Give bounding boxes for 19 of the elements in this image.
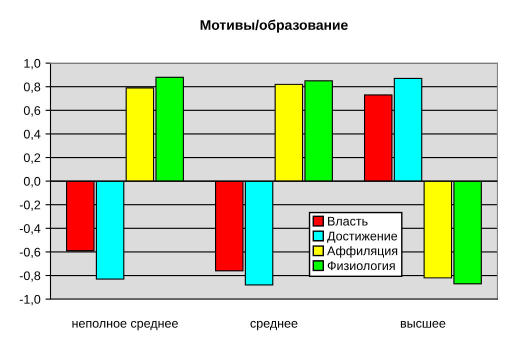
y-tick-label: -0,4 xyxy=(20,224,40,234)
chart-title: Мотивы/образование xyxy=(200,20,348,33)
legend-label: Достижение xyxy=(327,232,398,243)
legend-label: Аффиляция xyxy=(327,246,398,258)
y-tick-label: -1,0 xyxy=(20,294,40,306)
x-tick-label: высшее xyxy=(400,320,446,328)
y-tick-label: 0,6 xyxy=(24,106,40,116)
y-tick-label: -0,2 xyxy=(20,200,40,211)
y-tick-label: -0,6 xyxy=(20,248,40,258)
y-tick-label: 0,8 xyxy=(24,82,40,93)
y-tick-label: 0,0 xyxy=(24,176,40,188)
legend-label: Власть xyxy=(328,216,368,226)
y-tick-label: -0,8 xyxy=(20,271,40,282)
x-tick-label: неполное среднее xyxy=(72,320,178,330)
legend-label: Физиология xyxy=(328,261,395,270)
x-tick-label: среднее xyxy=(250,320,298,330)
y-tick-label: 0,2 xyxy=(24,153,40,164)
y-tick-label: 1,0 xyxy=(24,58,40,70)
y-tick-label: 0,4 xyxy=(24,130,40,140)
